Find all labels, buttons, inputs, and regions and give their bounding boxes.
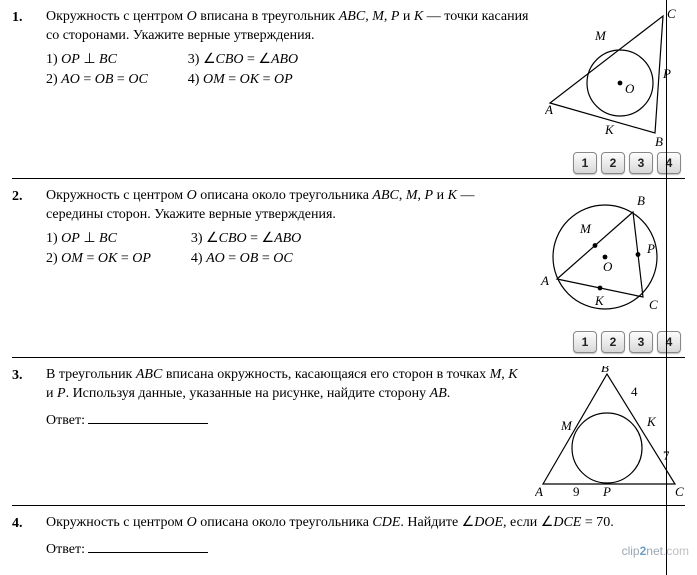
answer-btn-1[interactable]: 1 — [573, 331, 597, 353]
problem-text: Окружность с центром O описана около тре… — [46, 188, 474, 222]
problem-body: Окружность с центром O описана около тре… — [46, 187, 523, 327]
triangle-inscribed-svg: ABCOMPK — [545, 8, 685, 148]
triangle-measured-svg: ABCMKP479 — [535, 366, 685, 501]
svg-text:P: P — [646, 241, 655, 256]
triangle-circumscribed-svg: A B C O M P K — [535, 187, 680, 327]
problem-2: 2. Окружность с центром O описана около … — [12, 187, 685, 327]
watermark: clip2net.com — [622, 544, 689, 558]
answer-line: Ответ: — [46, 410, 523, 431]
problem-3: 3. В треугольник ABC вписана окружность,… — [12, 366, 685, 501]
answer-label: Ответ: — [46, 542, 85, 557]
problem-number: 3. — [12, 366, 34, 501]
answer-btn-2[interactable]: 2 — [601, 152, 625, 174]
svg-text:K: K — [594, 293, 605, 308]
divider — [12, 505, 685, 506]
answer-blank[interactable] — [88, 410, 208, 424]
svg-text:B: B — [655, 134, 663, 148]
svg-text:O: O — [603, 259, 613, 274]
divider — [12, 178, 685, 179]
options: 1) OP ⊥ BC 2) AO = OB = OC 3) ∠CBO = ∠AB… — [46, 50, 533, 91]
answer-buttons-row-2: 1 2 3 4 — [12, 331, 681, 353]
svg-text:M: M — [560, 418, 573, 433]
answer-btn-1[interactable]: 1 — [573, 152, 597, 174]
right-margin-rule — [666, 0, 667, 575]
answer-btn-3[interactable]: 3 — [629, 152, 653, 174]
figure-3: ABCMKP479 — [535, 366, 685, 501]
svg-text:B: B — [601, 366, 609, 375]
problem-number: 2. — [12, 187, 34, 327]
answer-buttons-row-1: 1 2 3 4 — [12, 152, 681, 174]
svg-text:P: P — [602, 484, 611, 499]
problem-text: Окружность с центром O описана около тре… — [46, 515, 614, 530]
answer-btn-2[interactable]: 2 — [601, 331, 625, 353]
answer-btn-4[interactable]: 4 — [657, 152, 681, 174]
svg-text:A: A — [535, 484, 543, 499]
svg-text:A: A — [545, 102, 553, 117]
svg-text:M: M — [594, 28, 607, 43]
option-1: 1) OP ⊥ BC — [46, 51, 148, 70]
problem-body: Окружность с центром O вписана в треугол… — [46, 8, 533, 148]
option-4: 4) AO = OB = OC — [191, 250, 301, 269]
svg-text:K: K — [604, 122, 615, 137]
answer-label: Ответ: — [46, 413, 85, 428]
problem-text: Окружность с центром O вписана в треугол… — [46, 9, 529, 43]
problem-4: 4. Окружность с центром O описана около … — [12, 514, 685, 560]
svg-text:B: B — [637, 193, 645, 208]
answer-blank[interactable] — [88, 539, 208, 553]
figure-2: A B C O M P K — [535, 187, 685, 327]
option-2: 2) OM = OK = OP — [46, 250, 151, 269]
answer-btn-3[interactable]: 3 — [629, 331, 653, 353]
svg-text:9: 9 — [573, 484, 580, 499]
problem-text: В треугольник ABC вписана окружность, ка… — [46, 367, 518, 401]
options: 1) OP ⊥ BC 2) OM = OK = OP 3) ∠CBO = ∠AB… — [46, 229, 523, 270]
answer-btn-4[interactable]: 4 — [657, 331, 681, 353]
svg-text:C: C — [667, 8, 676, 21]
figure-1: ABCOMPK — [545, 8, 685, 148]
option-4: 4) OM = OK = OP — [188, 71, 298, 90]
problem-number: 1. — [12, 8, 34, 148]
svg-text:K: K — [646, 414, 657, 429]
option-3: 3) ∠CBO = ∠ABO — [191, 230, 301, 249]
problem-body: Окружность с центром O описана около тре… — [46, 514, 685, 560]
problem-body: В треугольник ABC вписана окружность, ка… — [46, 366, 523, 501]
svg-text:4: 4 — [631, 384, 638, 399]
option-2: 2) AO = OB = OC — [46, 71, 148, 90]
problem-number: 4. — [12, 514, 34, 560]
svg-text:M: M — [579, 221, 592, 236]
answer-line: Ответ: — [46, 539, 685, 560]
svg-text:C: C — [675, 484, 684, 499]
svg-text:A: A — [540, 273, 549, 288]
problem-1: 1. Окружность с центром O вписана в треу… — [12, 8, 685, 148]
svg-text:C: C — [649, 297, 658, 312]
option-3: 3) ∠CBO = ∠ABO — [188, 51, 298, 70]
option-1: 1) OP ⊥ BC — [46, 230, 151, 249]
divider — [12, 357, 685, 358]
svg-text:O: O — [625, 81, 635, 96]
